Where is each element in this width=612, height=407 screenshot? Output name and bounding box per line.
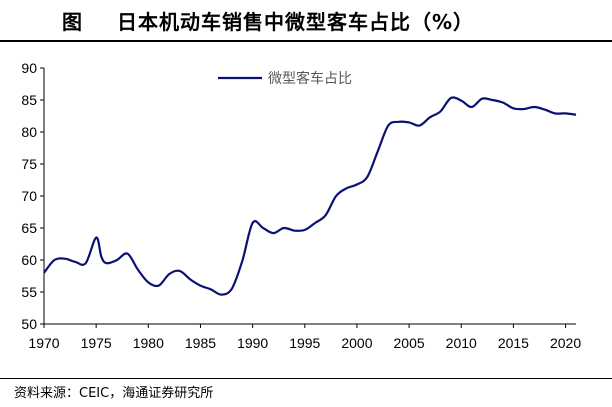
x-tick-label: 2005 [394, 335, 425, 351]
x-tick-label: 1990 [237, 335, 268, 351]
y-tick-label: 90 [21, 60, 37, 76]
x-tick-label: 1970 [28, 335, 59, 351]
y-tick-label: 65 [21, 220, 37, 236]
bottom-rule [0, 378, 612, 379]
y-tick-label: 70 [21, 188, 37, 204]
x-tick-label: 1975 [81, 335, 112, 351]
x-tick-label: 2020 [550, 335, 581, 351]
x-tick-label: 1985 [185, 335, 216, 351]
y-tick-label: 80 [21, 124, 37, 140]
figure-label: 图 [62, 9, 83, 34]
title-text: 日本机动车销售中微型客车占比（%） [117, 9, 475, 34]
y-tick-label: 55 [21, 284, 37, 300]
x-tick-label: 2000 [341, 335, 372, 351]
top-rule [0, 40, 612, 42]
y-tick-label: 75 [21, 156, 37, 172]
x-tick-label: 2015 [498, 335, 529, 351]
y-tick-label: 50 [21, 316, 37, 332]
series-line-0 [43, 96, 577, 296]
legend-label: 微型客车占比 [268, 70, 352, 87]
chart-title: 图 日本机动车销售中微型客车占比（%） [0, 0, 612, 40]
y-tick-label: 85 [21, 92, 37, 108]
source-note: 资料来源：CEIC，海通证券研究所 [14, 386, 214, 401]
x-tick-label: 1980 [133, 335, 164, 351]
x-tick-label: 1995 [289, 335, 320, 351]
x-tick-label: 2010 [446, 335, 477, 351]
line-chart: 50 55 60 65 70 75 80 85 90 1970 1975 1980 1985 1990 19… [21, 60, 581, 351]
y-tick-label: 60 [21, 252, 37, 268]
